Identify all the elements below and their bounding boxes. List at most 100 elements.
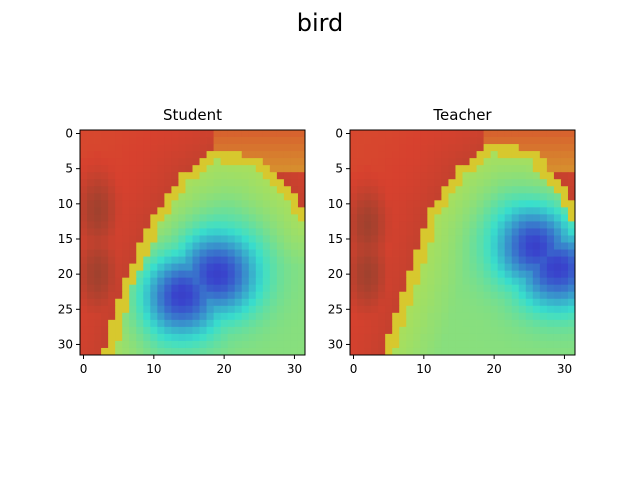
heatmap-cell — [129, 242, 137, 250]
heatmap-cell — [553, 277, 562, 286]
heatmap-cell — [87, 284, 95, 293]
heatmap-cell — [171, 228, 179, 236]
heatmap-cell — [136, 256, 144, 264]
heatmap-cell — [511, 144, 520, 152]
heatmap-cell — [290, 333, 299, 342]
heatmap-cell — [178, 200, 186, 208]
heatmap-cell — [213, 284, 222, 293]
heatmap-cell — [350, 214, 358, 222]
heatmap-cell — [94, 151, 102, 159]
heatmap-cell — [567, 291, 576, 300]
heatmap-cell — [171, 144, 179, 152]
heatmap-cell — [553, 263, 562, 272]
heatmap-cell — [518, 235, 527, 243]
heatmap-cell — [441, 312, 449, 321]
heatmap-cell — [94, 130, 102, 138]
heatmap-cell — [532, 263, 541, 272]
heatmap-cell — [157, 235, 165, 243]
heatmap-cell — [220, 172, 229, 180]
heatmap-cell — [497, 158, 506, 166]
heatmap-cell — [350, 319, 358, 328]
heatmap-cell — [392, 165, 400, 173]
heatmap-cell — [525, 277, 534, 286]
heatmap-cell — [206, 312, 214, 321]
heatmap-cell — [350, 179, 358, 187]
heatmap-cell — [532, 291, 541, 300]
heatmap-cell — [108, 312, 116, 321]
heatmap-cell — [206, 144, 214, 152]
heatmap-cell — [220, 179, 229, 187]
heatmap-cell — [420, 298, 428, 307]
heatmap-cell — [255, 277, 264, 286]
heatmap-cell — [171, 242, 179, 250]
heatmap-cell — [539, 312, 548, 321]
heatmap-cell — [518, 340, 527, 349]
heatmap-cell — [297, 179, 306, 187]
heatmap-cell — [462, 242, 470, 250]
heatmap-cell — [87, 347, 95, 356]
heatmap-cell — [392, 158, 400, 166]
y-tick-label: 0 — [335, 127, 343, 141]
heatmap-cell — [199, 144, 207, 152]
heatmap-cell — [80, 256, 88, 264]
heatmap-cell — [115, 263, 123, 272]
heatmap-cell — [413, 333, 421, 342]
heatmap-cell — [350, 221, 358, 229]
heatmap-cell — [290, 312, 299, 321]
heatmap-cell — [87, 151, 95, 159]
heatmap-cell — [560, 165, 569, 173]
heatmap-cell — [234, 340, 243, 349]
heatmap-cell — [553, 333, 562, 342]
heatmap-cell — [164, 137, 172, 145]
heatmap-cell — [227, 200, 236, 208]
heatmap-cell — [455, 291, 463, 300]
y-tick-label: 5 — [65, 162, 73, 176]
heatmap-cell — [378, 186, 386, 194]
heatmap-cell — [143, 221, 151, 229]
heatmap-cell — [532, 193, 541, 201]
heatmap-cell — [185, 277, 193, 286]
heatmap-cell — [199, 277, 207, 286]
heatmap-cell — [504, 151, 513, 159]
heatmap-cell — [483, 228, 492, 236]
heatmap-cell — [241, 284, 250, 293]
heatmap-cell — [199, 291, 207, 300]
heatmap-cell — [136, 249, 144, 257]
heatmap-cell — [441, 130, 449, 138]
heatmap-cell — [87, 340, 95, 349]
heatmap-cell — [560, 151, 569, 159]
heatmap-cell — [297, 333, 306, 342]
heatmap-cell — [483, 256, 492, 264]
heatmap-cell — [406, 256, 414, 264]
heatmap-cell — [434, 235, 442, 243]
heatmap-cell — [413, 312, 421, 321]
heatmap-cell — [560, 270, 569, 279]
heatmap-cell — [290, 130, 299, 138]
heatmap-cell — [532, 144, 541, 152]
heatmap-cell — [511, 312, 520, 321]
heatmap-cell — [122, 130, 130, 138]
heatmap-cell — [546, 242, 555, 250]
heatmap-cell — [525, 256, 534, 264]
heatmap-cell — [427, 326, 435, 335]
heatmap-cell — [276, 207, 285, 215]
heatmap-cell — [213, 242, 222, 250]
heatmap-cell — [150, 242, 158, 250]
heatmap-cell — [406, 298, 414, 307]
heatmap-cell — [171, 200, 179, 208]
heatmap-cell — [413, 207, 421, 215]
heatmap-cell — [199, 179, 207, 187]
heatmap-cell — [80, 298, 88, 307]
heatmap-cell — [385, 235, 393, 243]
teacher-heatmap — [350, 130, 576, 356]
heatmap-cell — [399, 144, 407, 152]
heatmap-cell — [364, 193, 372, 201]
heatmap-cell — [262, 214, 271, 222]
heatmap-cell — [290, 270, 299, 279]
heatmap-cell — [504, 347, 513, 356]
heatmap-cell — [157, 179, 165, 187]
heatmap-cell — [108, 228, 116, 236]
heatmap-cell — [241, 207, 250, 215]
heatmap-cell — [122, 207, 130, 215]
